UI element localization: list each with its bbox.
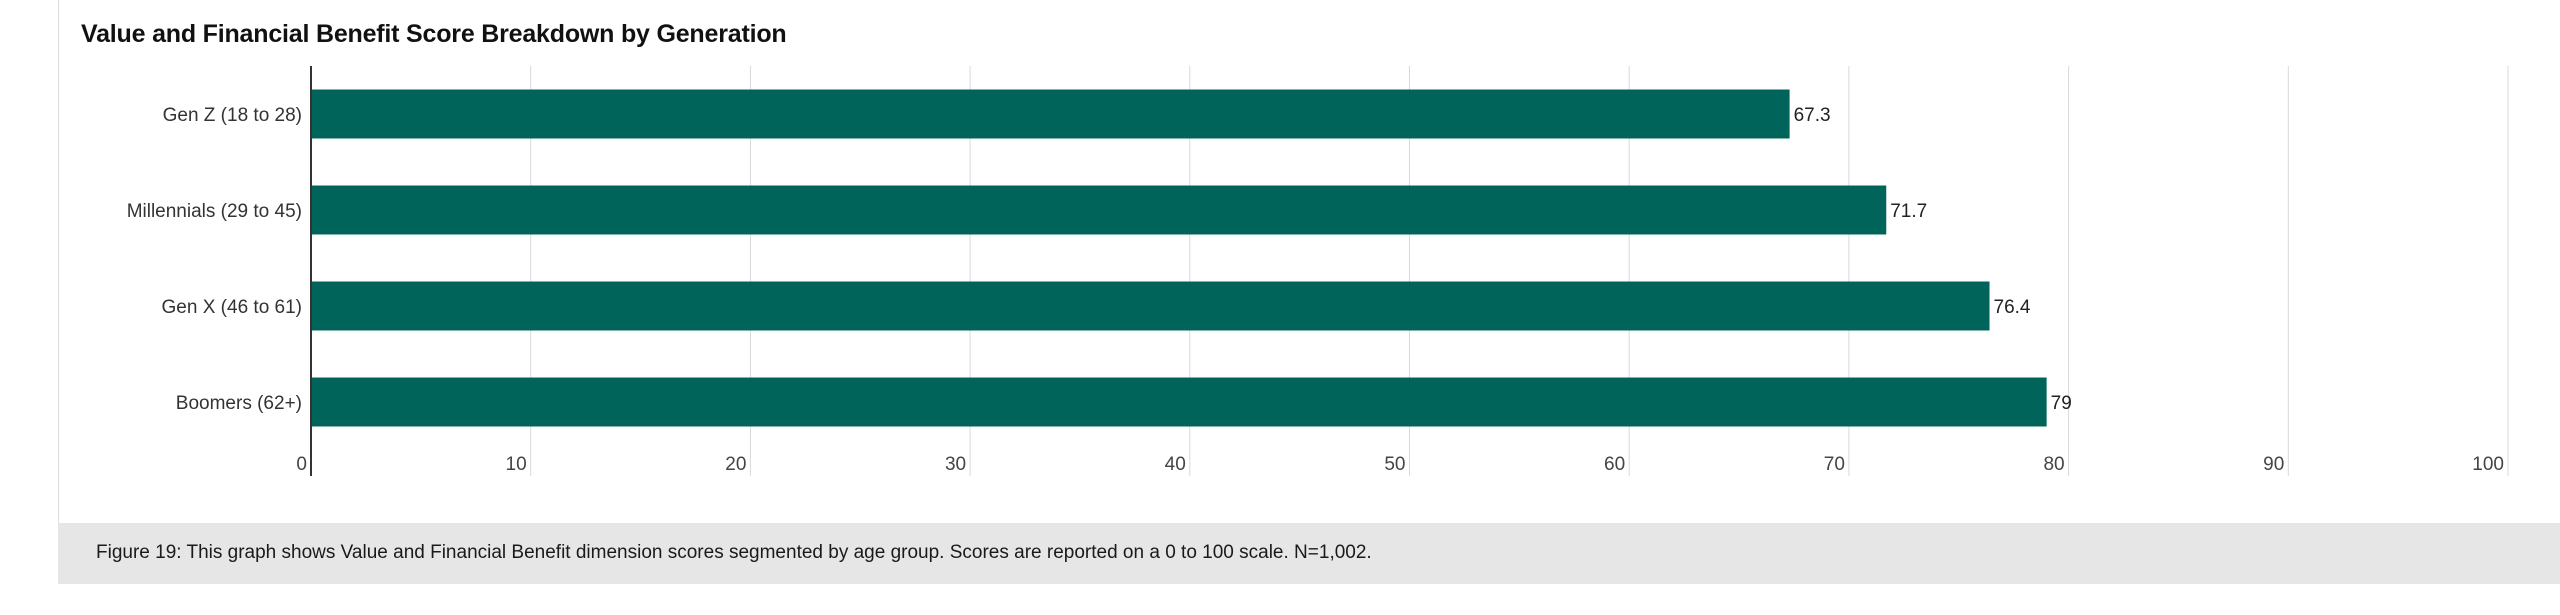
x-tick-label: 0 bbox=[296, 454, 307, 475]
bar-chart: 0 10 20 30 40 50 60 70 80 90 100 Gen Z (18 to 28) 67… bbox=[127, 66, 2509, 476]
category-label: Gen Z (18 to 28) bbox=[163, 105, 302, 126]
category-label: Millennials (29 to 45) bbox=[127, 201, 302, 222]
x-tick-label: 100 bbox=[2472, 454, 2504, 475]
figure-caption: Figure 19: This graph shows Value and Fi… bbox=[96, 542, 1372, 563]
labels: 0 10 20 30 40 50 60 70 80 90 100 Gen Z (18 to 28) 67… bbox=[127, 105, 2504, 475]
x-tick-label: 60 bbox=[1604, 454, 1625, 475]
category-label: Gen X (46 to 61) bbox=[162, 297, 302, 318]
data-label: 76.4 bbox=[1994, 297, 2031, 318]
x-tick-label: 20 bbox=[725, 454, 746, 475]
bar bbox=[311, 89, 1790, 139]
left-border-rule bbox=[58, 0, 59, 525]
bar bbox=[311, 281, 1990, 331]
data-label: 79 bbox=[2051, 393, 2072, 414]
x-tick-label: 70 bbox=[1824, 454, 1845, 475]
data-label: 71.7 bbox=[1890, 201, 1927, 222]
figure-caption-band: Figure 19: This graph shows Value and Fi… bbox=[58, 523, 2560, 584]
bar bbox=[311, 377, 2047, 427]
x-tick-label: 90 bbox=[2263, 454, 2284, 475]
bars bbox=[311, 89, 2047, 427]
x-tick-label: 80 bbox=[2043, 454, 2064, 475]
chart-title: Value and Financial Benefit Score Breakd… bbox=[81, 20, 787, 48]
x-tick-label: 10 bbox=[506, 454, 527, 475]
x-tick-label: 40 bbox=[1165, 454, 1186, 475]
data-label: 67.3 bbox=[1794, 105, 1831, 126]
x-tick-label: 50 bbox=[1384, 454, 1405, 475]
x-tick-label: 30 bbox=[945, 454, 966, 475]
category-label: Boomers (62+) bbox=[176, 393, 302, 414]
bar bbox=[311, 185, 1887, 235]
